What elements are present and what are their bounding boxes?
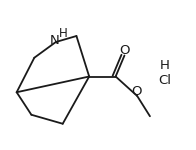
Text: H: H <box>59 27 68 40</box>
Text: O: O <box>132 85 142 98</box>
Text: H: H <box>160 60 170 72</box>
Text: N: N <box>50 34 60 47</box>
Text: Cl: Cl <box>158 75 171 87</box>
Text: O: O <box>120 45 130 57</box>
